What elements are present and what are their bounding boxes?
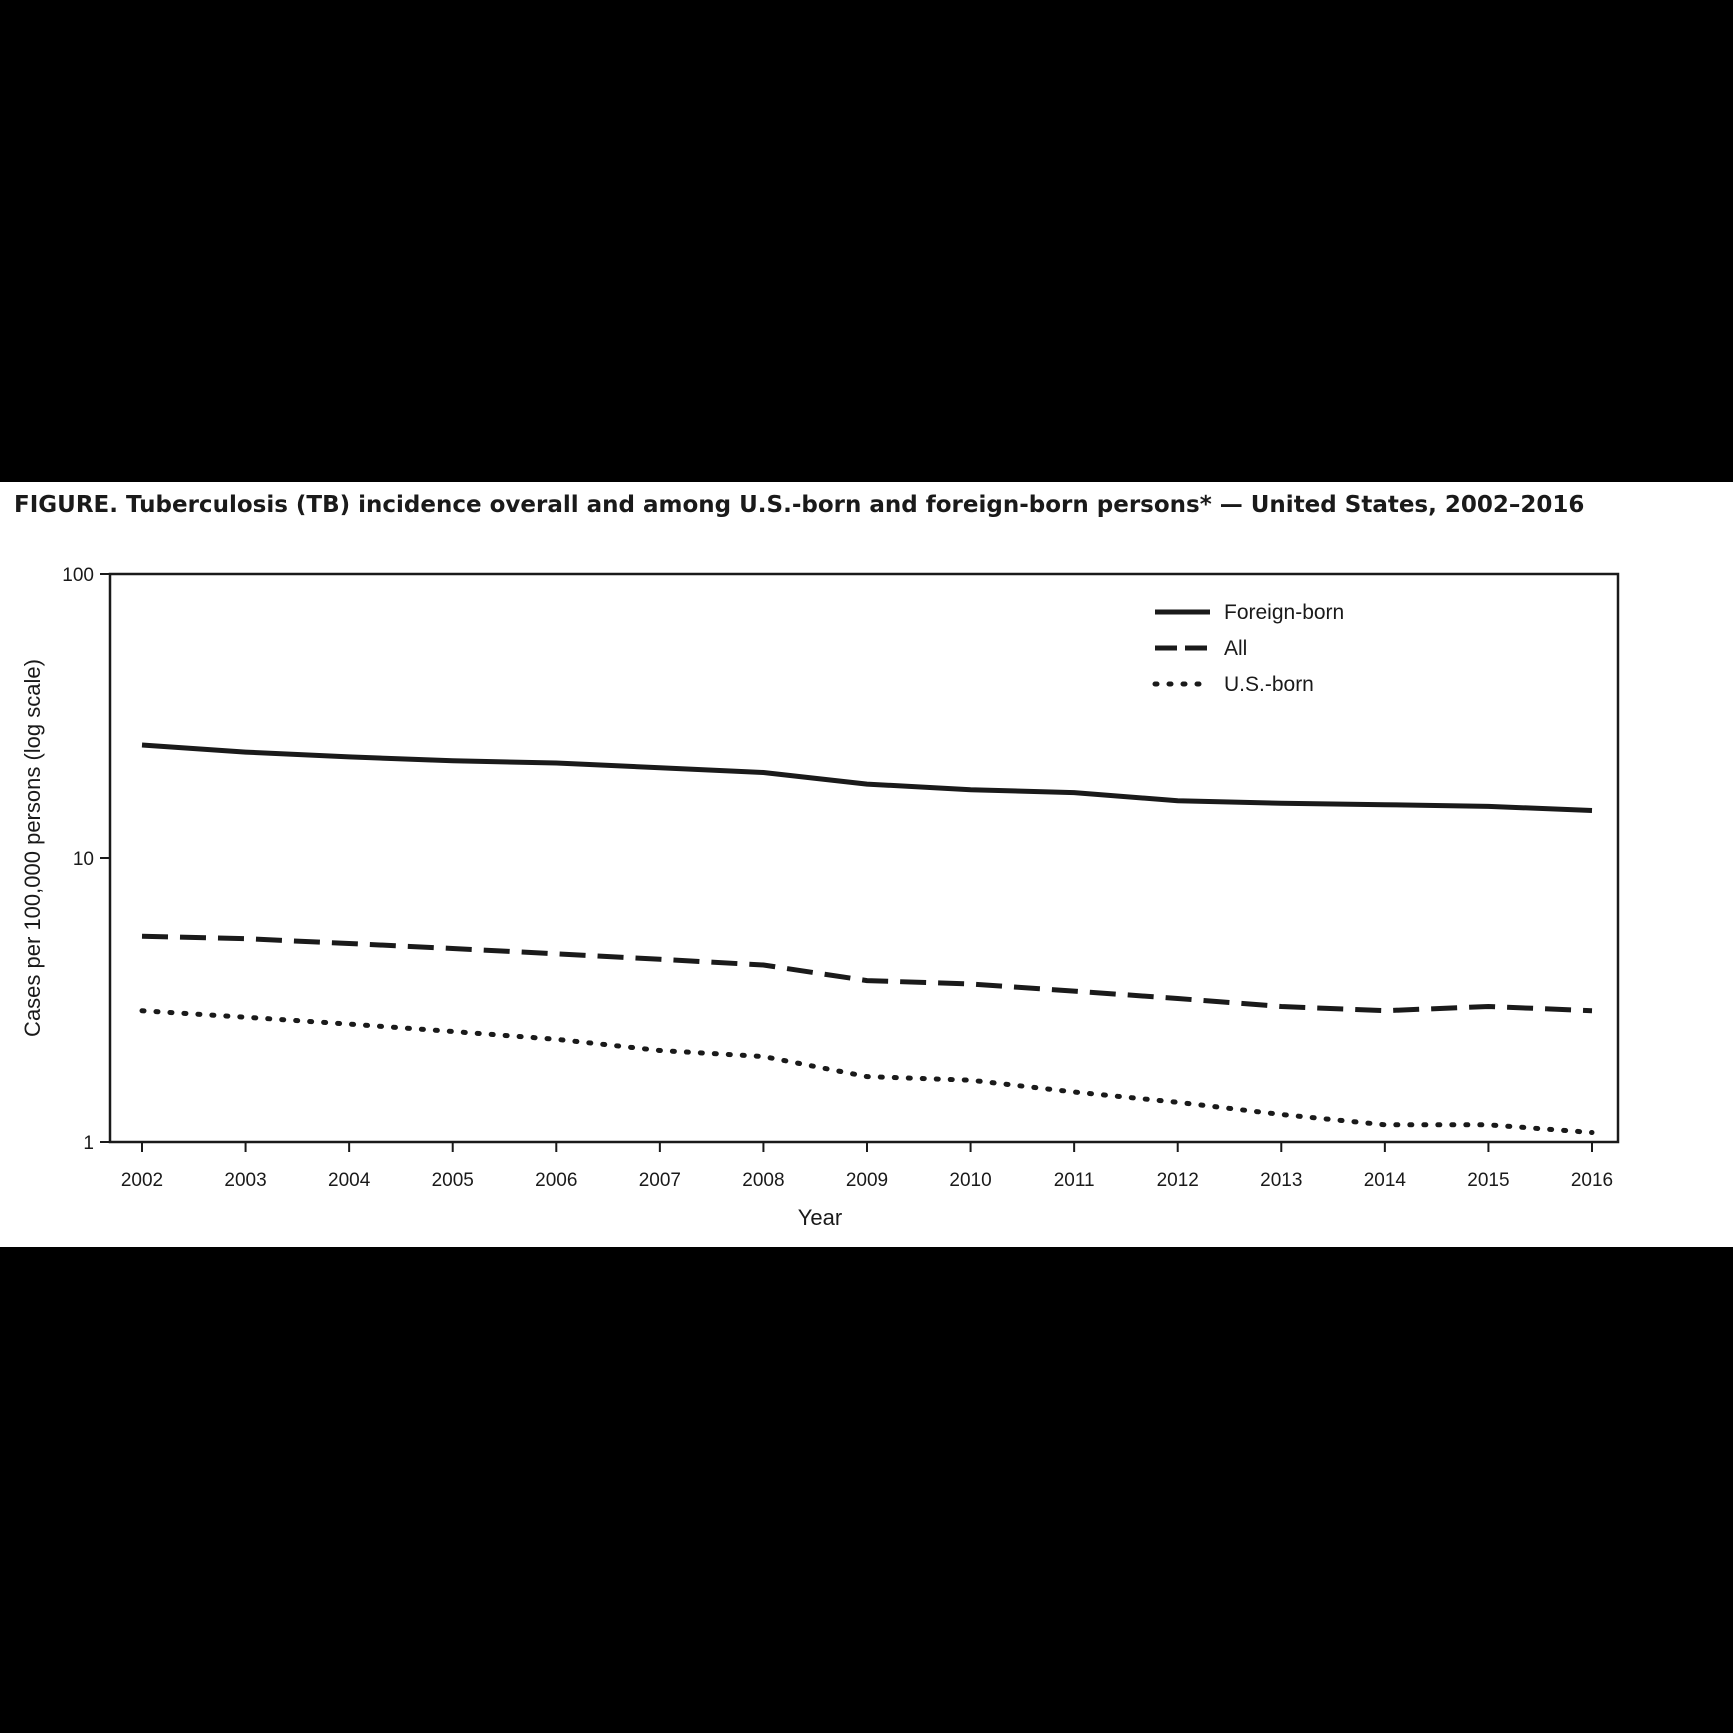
x-tick-label: 2002 [121, 1170, 163, 1191]
data-point [657, 956, 663, 962]
data-point [450, 946, 456, 952]
data-point [864, 781, 870, 787]
data-point [1175, 996, 1181, 1002]
data-point [657, 765, 663, 771]
data-point [553, 951, 559, 957]
x-tick-label: 2012 [1157, 1170, 1199, 1191]
y-tick-label: 10 [73, 849, 94, 870]
data-point [1071, 790, 1077, 796]
x-tick-label: 2004 [328, 1170, 371, 1191]
data-point [450, 1028, 456, 1034]
data-point [760, 1054, 766, 1060]
data-point [243, 749, 249, 755]
data-point [553, 760, 559, 766]
figure-panel: 1 10 100 2002 2003 2004 2005 2006 2007 2008 2009 20… [0, 482, 1733, 1247]
legend: Foreign-born All U.S.-born [1152, 601, 1344, 696]
legend-label: Foreign-born [1224, 601, 1344, 624]
legend-label: All [1224, 637, 1247, 660]
x-tick-label: 2007 [639, 1170, 681, 1191]
x-tick-label: 2016 [1571, 1170, 1613, 1191]
series-line-foreign-born [141, 742, 1593, 813]
data-point [1071, 1089, 1077, 1095]
data-point [1382, 1008, 1388, 1014]
x-tick-label: 2005 [432, 1170, 474, 1191]
line-chart: 1 10 100 2002 2003 2004 2005 2006 2007 2008 2009 20… [20, 565, 1620, 1230]
series-line-all [141, 933, 1593, 1014]
data-point [760, 962, 766, 968]
data-point [968, 981, 974, 987]
x-tick-label: 2006 [535, 1170, 577, 1191]
data-point [864, 1074, 870, 1080]
x-tick-label: 2010 [949, 1170, 991, 1191]
data-point [346, 754, 352, 760]
data-point [553, 1036, 559, 1042]
x-tick-label: 2013 [1260, 1170, 1302, 1191]
y-axis-label: Cases per 100,000 persons (log scale) [20, 659, 45, 1037]
y-tick-label: 1 [83, 1133, 94, 1154]
x-tick-label: 2008 [742, 1170, 784, 1191]
data-point [1485, 803, 1491, 809]
data-point [864, 978, 870, 984]
data-point [243, 936, 249, 942]
data-point [243, 1014, 249, 1020]
data-point [1071, 988, 1077, 994]
data-point [1278, 800, 1284, 806]
data-point [1382, 1122, 1388, 1128]
data-point [139, 1008, 145, 1014]
data-point [450, 758, 456, 764]
data-point [139, 742, 145, 748]
data-point [1278, 1111, 1284, 1117]
data-point [1278, 1003, 1284, 1009]
y-tick-label: 100 [62, 565, 94, 586]
data-point [968, 1077, 974, 1083]
x-tick-label: 2003 [224, 1170, 266, 1191]
data-point [346, 940, 352, 946]
data-point [760, 770, 766, 776]
data-point [1382, 802, 1388, 808]
x-tick-label: 2014 [1364, 1170, 1407, 1191]
data-point [1589, 1130, 1595, 1136]
plot-frame [108, 572, 1620, 1144]
data-point [1175, 798, 1181, 804]
x-axis-label: Year [798, 1205, 842, 1230]
axes-layer: 1 10 100 2002 2003 2004 2005 2006 2007 2008 2009 20… [20, 565, 1620, 1230]
data-point [1175, 1099, 1181, 1105]
data-point [968, 787, 974, 793]
x-tick-label: 2011 [1054, 1170, 1095, 1191]
data-point [346, 1021, 352, 1027]
data-point [657, 1047, 663, 1053]
legend-label: U.S.-born [1224, 673, 1314, 696]
data-point [1589, 1008, 1595, 1014]
series-line-u-s-born [139, 1008, 1595, 1135]
chart-title: FIGURE. Tuberculosis (TB) incidence over… [14, 492, 1585, 518]
x-tick-label: 2009 [846, 1170, 888, 1191]
x-tick-label: 2015 [1467, 1170, 1509, 1191]
data-point [1485, 1003, 1491, 1009]
data-point [1589, 807, 1595, 813]
data-point [139, 933, 145, 939]
series-layer [139, 742, 1595, 1136]
data-point [1485, 1122, 1491, 1128]
